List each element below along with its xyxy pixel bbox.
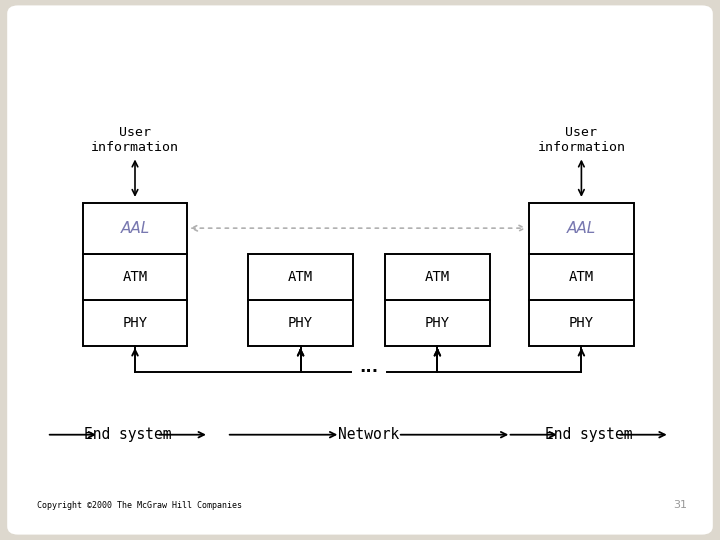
Text: End system: End system <box>84 427 171 442</box>
Text: ATM: ATM <box>122 270 148 284</box>
Text: PHY: PHY <box>569 316 594 329</box>
Text: Network: Network <box>338 427 400 442</box>
Text: User
information: User information <box>91 126 179 154</box>
Text: PHY: PHY <box>122 316 148 329</box>
Bar <box>529 202 634 254</box>
Text: ...: ... <box>359 358 379 376</box>
Text: End system: End system <box>545 427 632 442</box>
Bar <box>529 300 634 346</box>
Text: PHY: PHY <box>425 316 450 329</box>
Bar <box>385 254 490 300</box>
Text: PHY: PHY <box>288 316 313 329</box>
Text: ATM: ATM <box>569 270 594 284</box>
Text: AAL: AAL <box>120 221 150 235</box>
Bar <box>83 202 187 254</box>
Text: 31: 31 <box>674 500 688 510</box>
Bar <box>83 254 187 300</box>
Text: AAL: AAL <box>567 221 596 235</box>
Text: User
information: User information <box>537 126 626 154</box>
Bar <box>248 254 353 300</box>
Text: ATM: ATM <box>288 270 313 284</box>
Text: Copyright ©2000 The McGraw Hill Companies: Copyright ©2000 The McGraw Hill Companie… <box>37 501 243 510</box>
Bar <box>83 300 187 346</box>
Text: ATM: ATM <box>425 270 450 284</box>
Bar <box>529 254 634 300</box>
Bar <box>385 300 490 346</box>
Bar <box>248 300 353 346</box>
